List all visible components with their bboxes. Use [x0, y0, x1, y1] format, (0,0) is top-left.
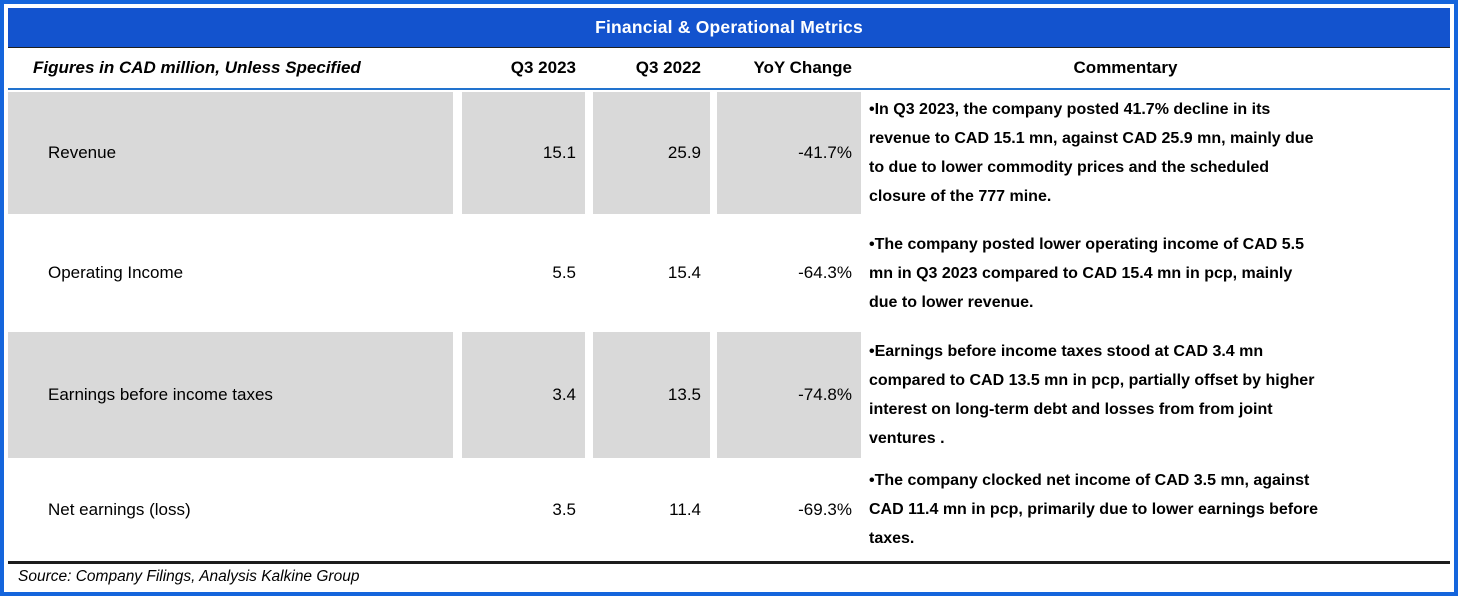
column-gutter — [453, 332, 462, 458]
q3-2023-cell: 5.5 — [552, 263, 576, 282]
footer-divider — [8, 561, 1450, 564]
column-gutter — [710, 332, 717, 458]
metric-cell: Net earnings (loss) — [48, 499, 191, 519]
yoy-change-cell: -41.7% — [717, 92, 861, 214]
col-header-commentary: Commentary — [1073, 58, 1178, 77]
column-gutter — [585, 458, 593, 561]
col-header-q3-2022: Q3 2022 — [635, 58, 701, 77]
yoy-change-cell: -64.3% — [798, 263, 852, 282]
column-gutter — [585, 92, 593, 214]
q3-2022-cell: 15.4 — [667, 263, 701, 282]
table-row-operating-income: Operating Income 5.5 15.4 -64.3% •The co… — [8, 214, 1450, 332]
metric-cell: Revenue — [8, 92, 453, 214]
q3-2023-cell: 3.4 — [462, 332, 585, 458]
table-row-net-earnings: Net earnings (loss) 3.5 11.4 -69.3% •The… — [8, 458, 1450, 561]
commentary-text: •In Q3 2023, the company posted 41.7% de… — [869, 101, 1314, 205]
table-row-revenue: Revenue 15.1 25.9 -41.7% •In Q3 2023, th… — [8, 92, 1450, 214]
column-gutter — [453, 48, 462, 88]
metric-cell: Operating Income — [48, 263, 184, 282]
commentary-text: •Earnings before income taxes stood at C… — [869, 343, 1315, 447]
commentary-cell: •The company clocked net income of CAD 3… — [861, 458, 1450, 561]
commentary-text: •The company posted lower operating inco… — [869, 235, 1304, 311]
metric-cell: Earnings before income taxes — [8, 332, 453, 458]
column-gutter — [453, 92, 462, 214]
table-row-earnings-before-taxes: Earnings before income taxes 3.4 13.5 -7… — [8, 332, 1450, 458]
source-note: Source: Company Filings, Analysis Kalkin… — [18, 567, 360, 585]
column-gutter — [710, 92, 717, 214]
column-gutter — [453, 458, 462, 561]
q3-2022-cell: 11.4 — [669, 499, 701, 519]
col-header-yoy-change: YoY Change — [753, 58, 852, 77]
column-gutter — [710, 214, 717, 332]
col-header-metric: Figures in CAD million, Unless Specified — [33, 58, 361, 77]
header-row: Figures in CAD million, Unless Specified… — [8, 48, 1450, 90]
table-title-bar: Financial & Operational Metrics — [8, 8, 1450, 48]
yoy-change-cell: -74.8% — [717, 332, 861, 458]
q3-2023-cell: 15.1 — [462, 92, 585, 214]
column-gutter — [710, 48, 717, 88]
column-gutter — [585, 332, 593, 458]
column-gutter — [585, 214, 593, 332]
column-gutter — [585, 48, 593, 88]
col-header-q3-2023: Q3 2023 — [510, 58, 576, 77]
q3-2022-cell: 13.5 — [593, 332, 710, 458]
commentary-cell: •In Q3 2023, the company posted 41.7% de… — [861, 92, 1450, 214]
commentary-cell: •The company posted lower operating inco… — [861, 214, 1450, 332]
q3-2023-cell: 3.5 — [552, 499, 576, 519]
commentary-text: •The company clocked net income of CAD 3… — [869, 472, 1318, 547]
q3-2022-cell: 25.9 — [593, 92, 710, 214]
table-title: Financial & Operational Metrics — [595, 17, 863, 37]
commentary-cell: •Earnings before income taxes stood at C… — [861, 332, 1450, 458]
column-gutter — [710, 458, 717, 561]
column-gutter — [453, 214, 462, 332]
source-row: Source: Company Filings, Analysis Kalkin… — [8, 564, 1450, 589]
yoy-change-cell: -69.3% — [798, 499, 852, 519]
